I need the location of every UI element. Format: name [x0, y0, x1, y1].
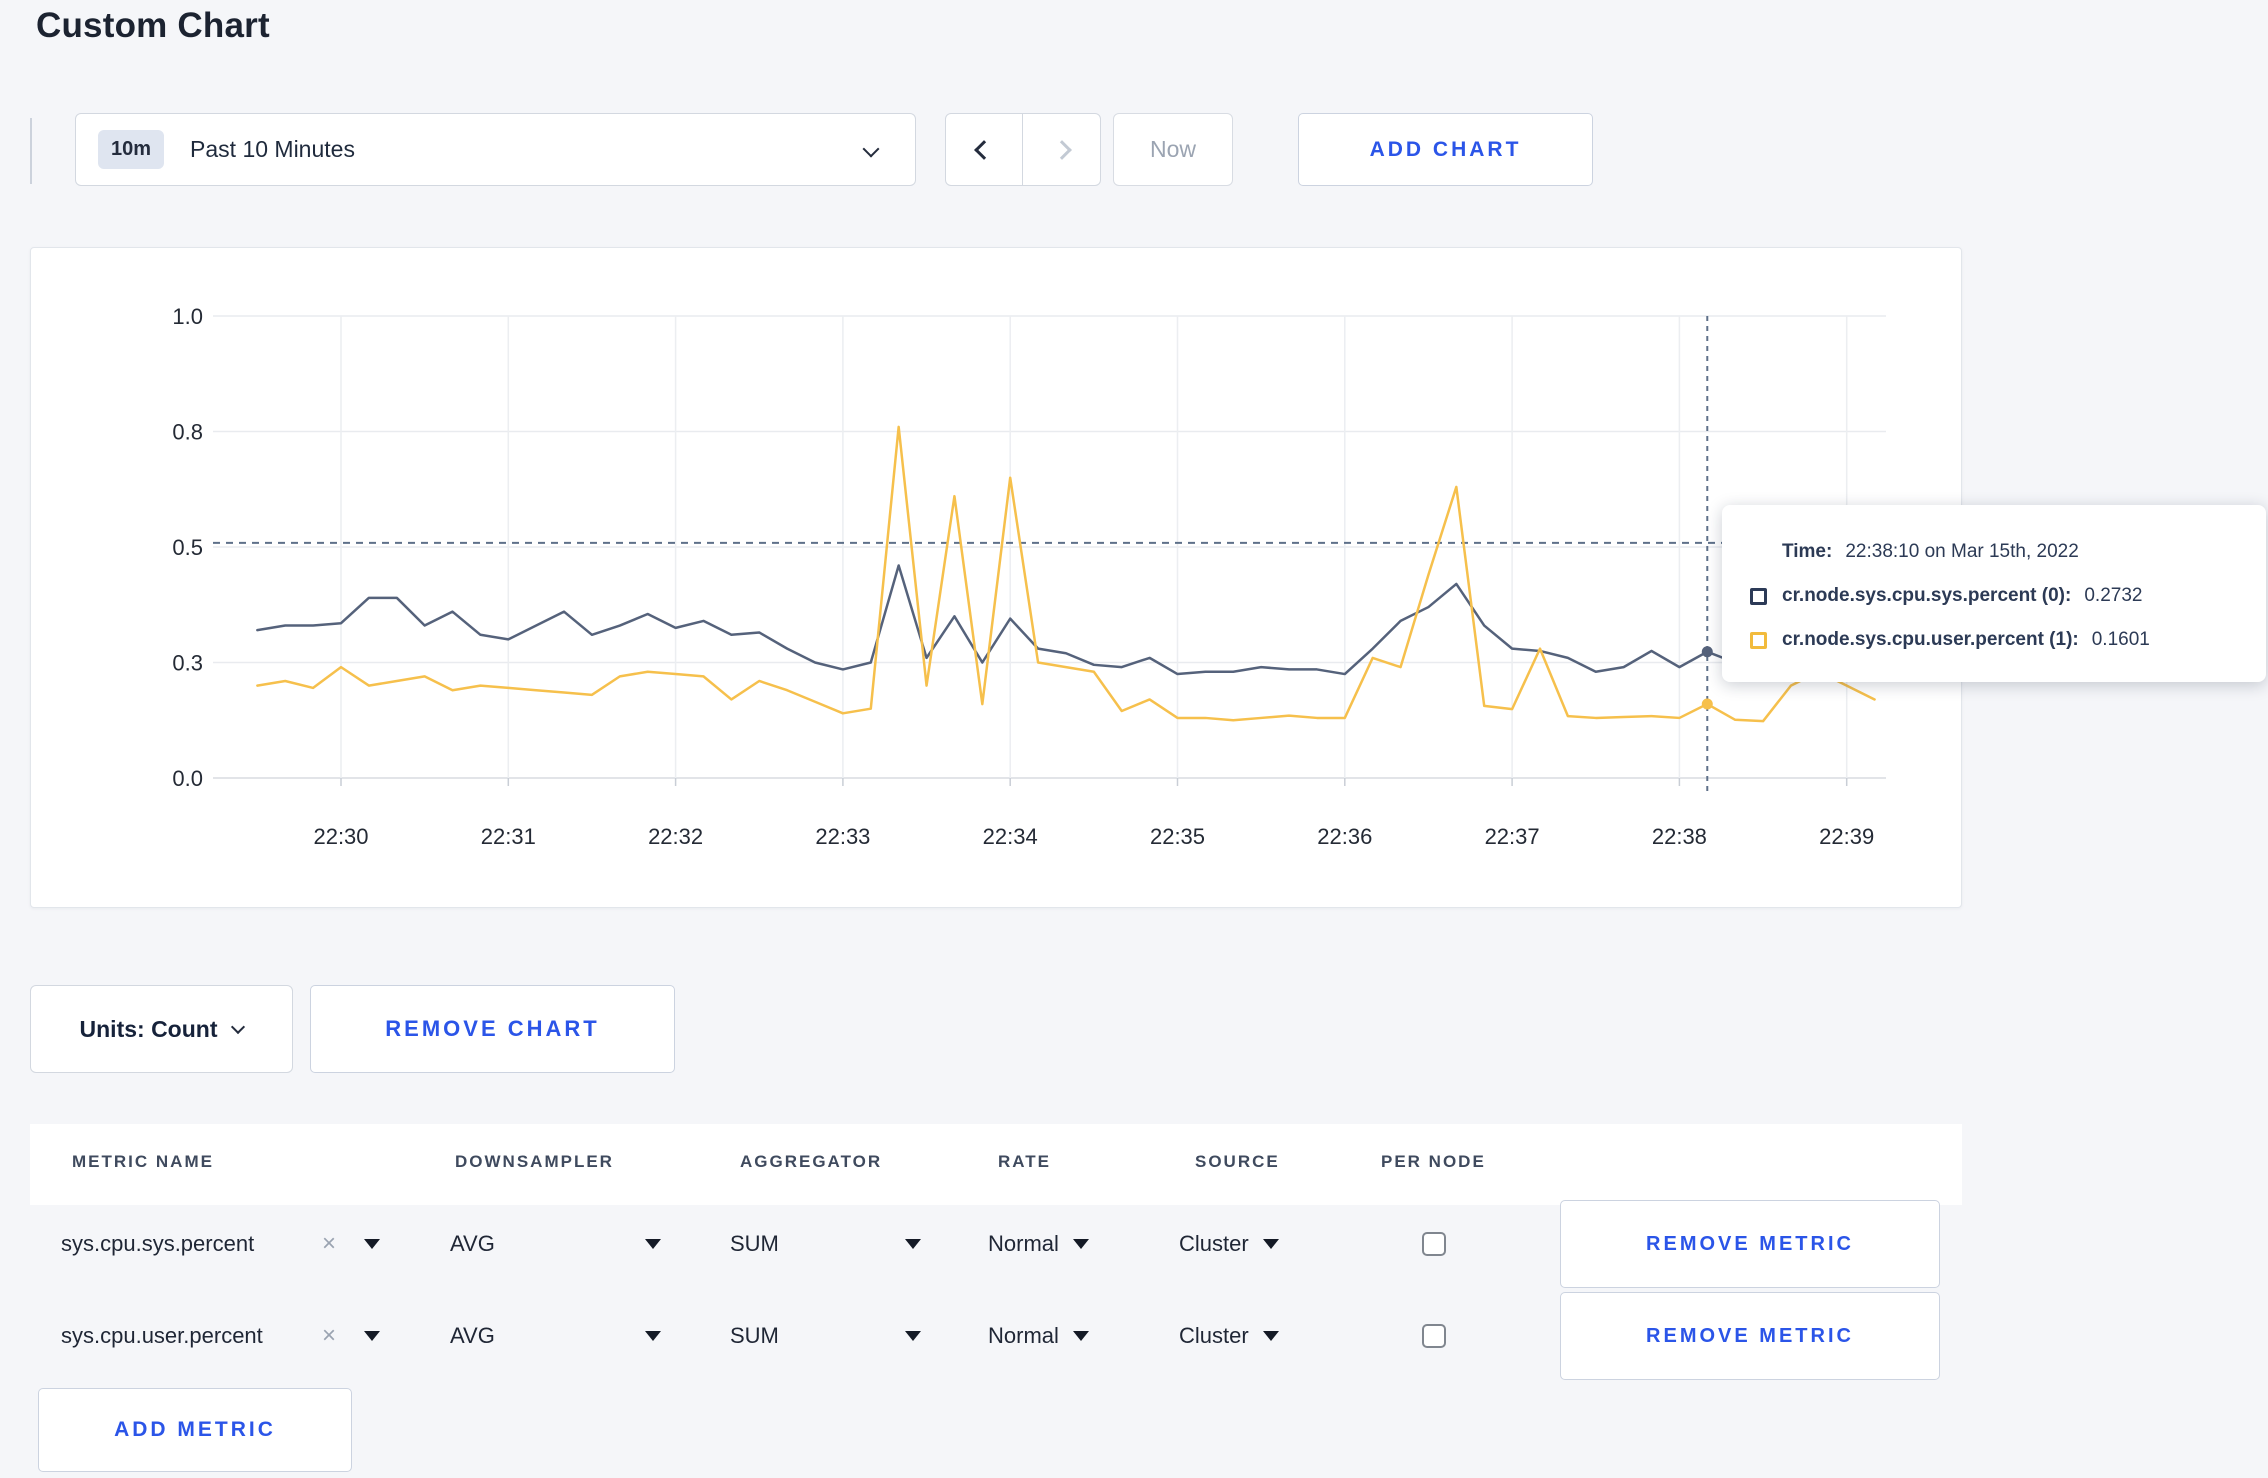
metrics-table-header: METRIC NAME DOWNSAMPLER AGGREGATOR RATE …	[30, 1124, 1962, 1205]
units-select[interactable]: Units: Count	[30, 985, 293, 1073]
remove-metric-label: REMOVE METRIC	[1646, 1324, 1854, 1347]
add-metric-label: ADD METRIC	[114, 1418, 276, 1441]
downsampler-caret-icon[interactable]	[645, 1200, 661, 1288]
units-select-label: Units: Count	[79, 1015, 218, 1042]
remove-chart-button[interactable]: REMOVE CHART	[310, 985, 675, 1073]
per-node-checkbox[interactable]	[1422, 1232, 1446, 1256]
chevron-down-icon	[862, 140, 880, 160]
chart-svg[interactable]: 0.0 0.3 0.5 0.8 1.0 22:30 22:31 22:32 22:33 22:34…	[31, 248, 1960, 906]
col-header-per-node: PER NODE	[1381, 1152, 1486, 1171]
user-series-swatch-icon	[1750, 631, 1767, 649]
time-nav-group	[945, 113, 1101, 186]
toolbar-divider	[30, 118, 32, 184]
svg-text:0.5: 0.5	[172, 535, 203, 560]
remove-chart-label: REMOVE CHART	[385, 1016, 600, 1041]
timeframe-label: Past 10 Minutes	[190, 136, 355, 162]
chevron-down-icon	[231, 1019, 246, 1035]
per-node-cell	[1422, 1200, 1446, 1288]
source-select[interactable]: Cluster	[1179, 1200, 1279, 1288]
aggregator-value[interactable]: SUM	[730, 1323, 779, 1348]
svg-text:22:39: 22:39	[1819, 824, 1874, 849]
svg-text:22:31: 22:31	[481, 824, 536, 849]
aggregator-value[interactable]: SUM	[730, 1231, 779, 1256]
tooltip-user-label: cr.node.sys.cpu.user.percent (1):	[1782, 629, 2079, 650]
add-chart-label: ADD CHART	[1369, 137, 1522, 161]
downsampler-caret-icon[interactable]	[645, 1292, 661, 1380]
add-chart-button[interactable]: ADD CHART	[1298, 113, 1593, 186]
chart-tooltip: Time: 22:38:10 on Mar 15th, 2022 cr.node…	[1722, 505, 2266, 682]
svg-text:0.0: 0.0	[172, 766, 203, 791]
clear-metric-icon[interactable]: ×	[322, 1322, 337, 1349]
source-caret-icon	[1262, 1331, 1279, 1341]
now-button[interactable]: Now	[1113, 113, 1233, 186]
timeframe-select[interactable]: 10m Past 10 Minutes	[75, 113, 916, 186]
source-value: Cluster	[1179, 1231, 1249, 1256]
page-title: Custom Chart	[36, 6, 270, 45]
metric-row: sys.cpu.sys.percent × AVG SUM Normal Clu…	[30, 1200, 1962, 1288]
remove-metric-label: REMOVE METRIC	[1646, 1232, 1854, 1255]
tooltip-sys-value: 0.2732	[2084, 585, 2143, 606]
svg-text:1.0: 1.0	[172, 304, 203, 329]
metric-name-value[interactable]: sys.cpu.sys.percent	[61, 1231, 255, 1256]
aggregator-caret-icon[interactable]	[905, 1292, 921, 1380]
downsampler-value[interactable]: AVG	[450, 1323, 495, 1348]
col-header-downsampler: DOWNSAMPLER	[455, 1152, 614, 1171]
col-header-rate: RATE	[998, 1152, 1052, 1171]
source-select[interactable]: Cluster	[1179, 1292, 1279, 1380]
svg-text:22:30: 22:30	[313, 824, 368, 849]
add-metric-button[interactable]: ADD METRIC	[38, 1388, 352, 1472]
metric-dropdown-caret-icon[interactable]	[364, 1200, 380, 1288]
clear-metric-icon[interactable]: ×	[322, 1230, 337, 1257]
tooltip-user-value: 0.1601	[2091, 629, 2150, 650]
metric-name-value[interactable]: sys.cpu.user.percent	[61, 1323, 263, 1348]
rate-value: Normal	[988, 1231, 1059, 1256]
rate-caret-icon	[1072, 1239, 1089, 1249]
svg-text:22:36: 22:36	[1317, 824, 1372, 849]
svg-text:22:38: 22:38	[1652, 824, 1707, 849]
rate-select[interactable]: Normal	[988, 1292, 1089, 1380]
rate-select[interactable]: Normal	[988, 1200, 1089, 1288]
source-value: Cluster	[1179, 1323, 1249, 1348]
chart-card: 0.0 0.3 0.5 0.8 1.0 22:30 22:31 22:32 22:33 22:34…	[30, 247, 1962, 908]
sys-series-swatch-icon	[1750, 587, 1767, 605]
rate-caret-icon	[1072, 1331, 1089, 1341]
aggregator-caret-icon[interactable]	[905, 1200, 921, 1288]
svg-text:22:34: 22:34	[983, 824, 1038, 849]
tooltip-sys-label: cr.node.sys.cpu.sys.percent (0):	[1782, 585, 2072, 606]
per-node-checkbox[interactable]	[1422, 1324, 1446, 1348]
svg-text:22:35: 22:35	[1150, 824, 1205, 849]
metric-row: sys.cpu.user.percent × AVG SUM Normal Cl…	[30, 1292, 1962, 1380]
tooltip-time-value: 22:38:10 on Mar 15th, 2022	[1845, 541, 2079, 562]
tooltip-time-label: Time:	[1782, 541, 1833, 562]
timeframe-badge: 10m	[98, 130, 165, 169]
svg-text:22:32: 22:32	[648, 824, 703, 849]
svg-text:0.8: 0.8	[172, 420, 203, 445]
col-header-metric-name: METRIC NAME	[72, 1152, 214, 1171]
now-button-label: Now	[1149, 136, 1196, 162]
rate-value: Normal	[988, 1323, 1059, 1348]
svg-text:22:37: 22:37	[1485, 824, 1540, 849]
remove-metric-button[interactable]: REMOVE METRIC	[1560, 1292, 1940, 1380]
svg-text:0.3: 0.3	[172, 651, 203, 676]
time-forward-button[interactable]	[1023, 114, 1100, 185]
metric-dropdown-caret-icon[interactable]	[364, 1292, 380, 1380]
per-node-cell	[1422, 1292, 1446, 1380]
remove-metric-button[interactable]: REMOVE METRIC	[1560, 1200, 1940, 1288]
svg-text:22:33: 22:33	[815, 824, 870, 849]
col-header-source: SOURCE	[1195, 1152, 1280, 1171]
source-caret-icon	[1262, 1239, 1279, 1249]
time-back-button[interactable]	[946, 114, 1023, 185]
chevron-left-icon	[974, 139, 994, 160]
chevron-right-icon	[1051, 139, 1072, 160]
col-header-aggregator: AGGREGATOR	[740, 1152, 883, 1171]
downsampler-value[interactable]: AVG	[450, 1231, 495, 1256]
